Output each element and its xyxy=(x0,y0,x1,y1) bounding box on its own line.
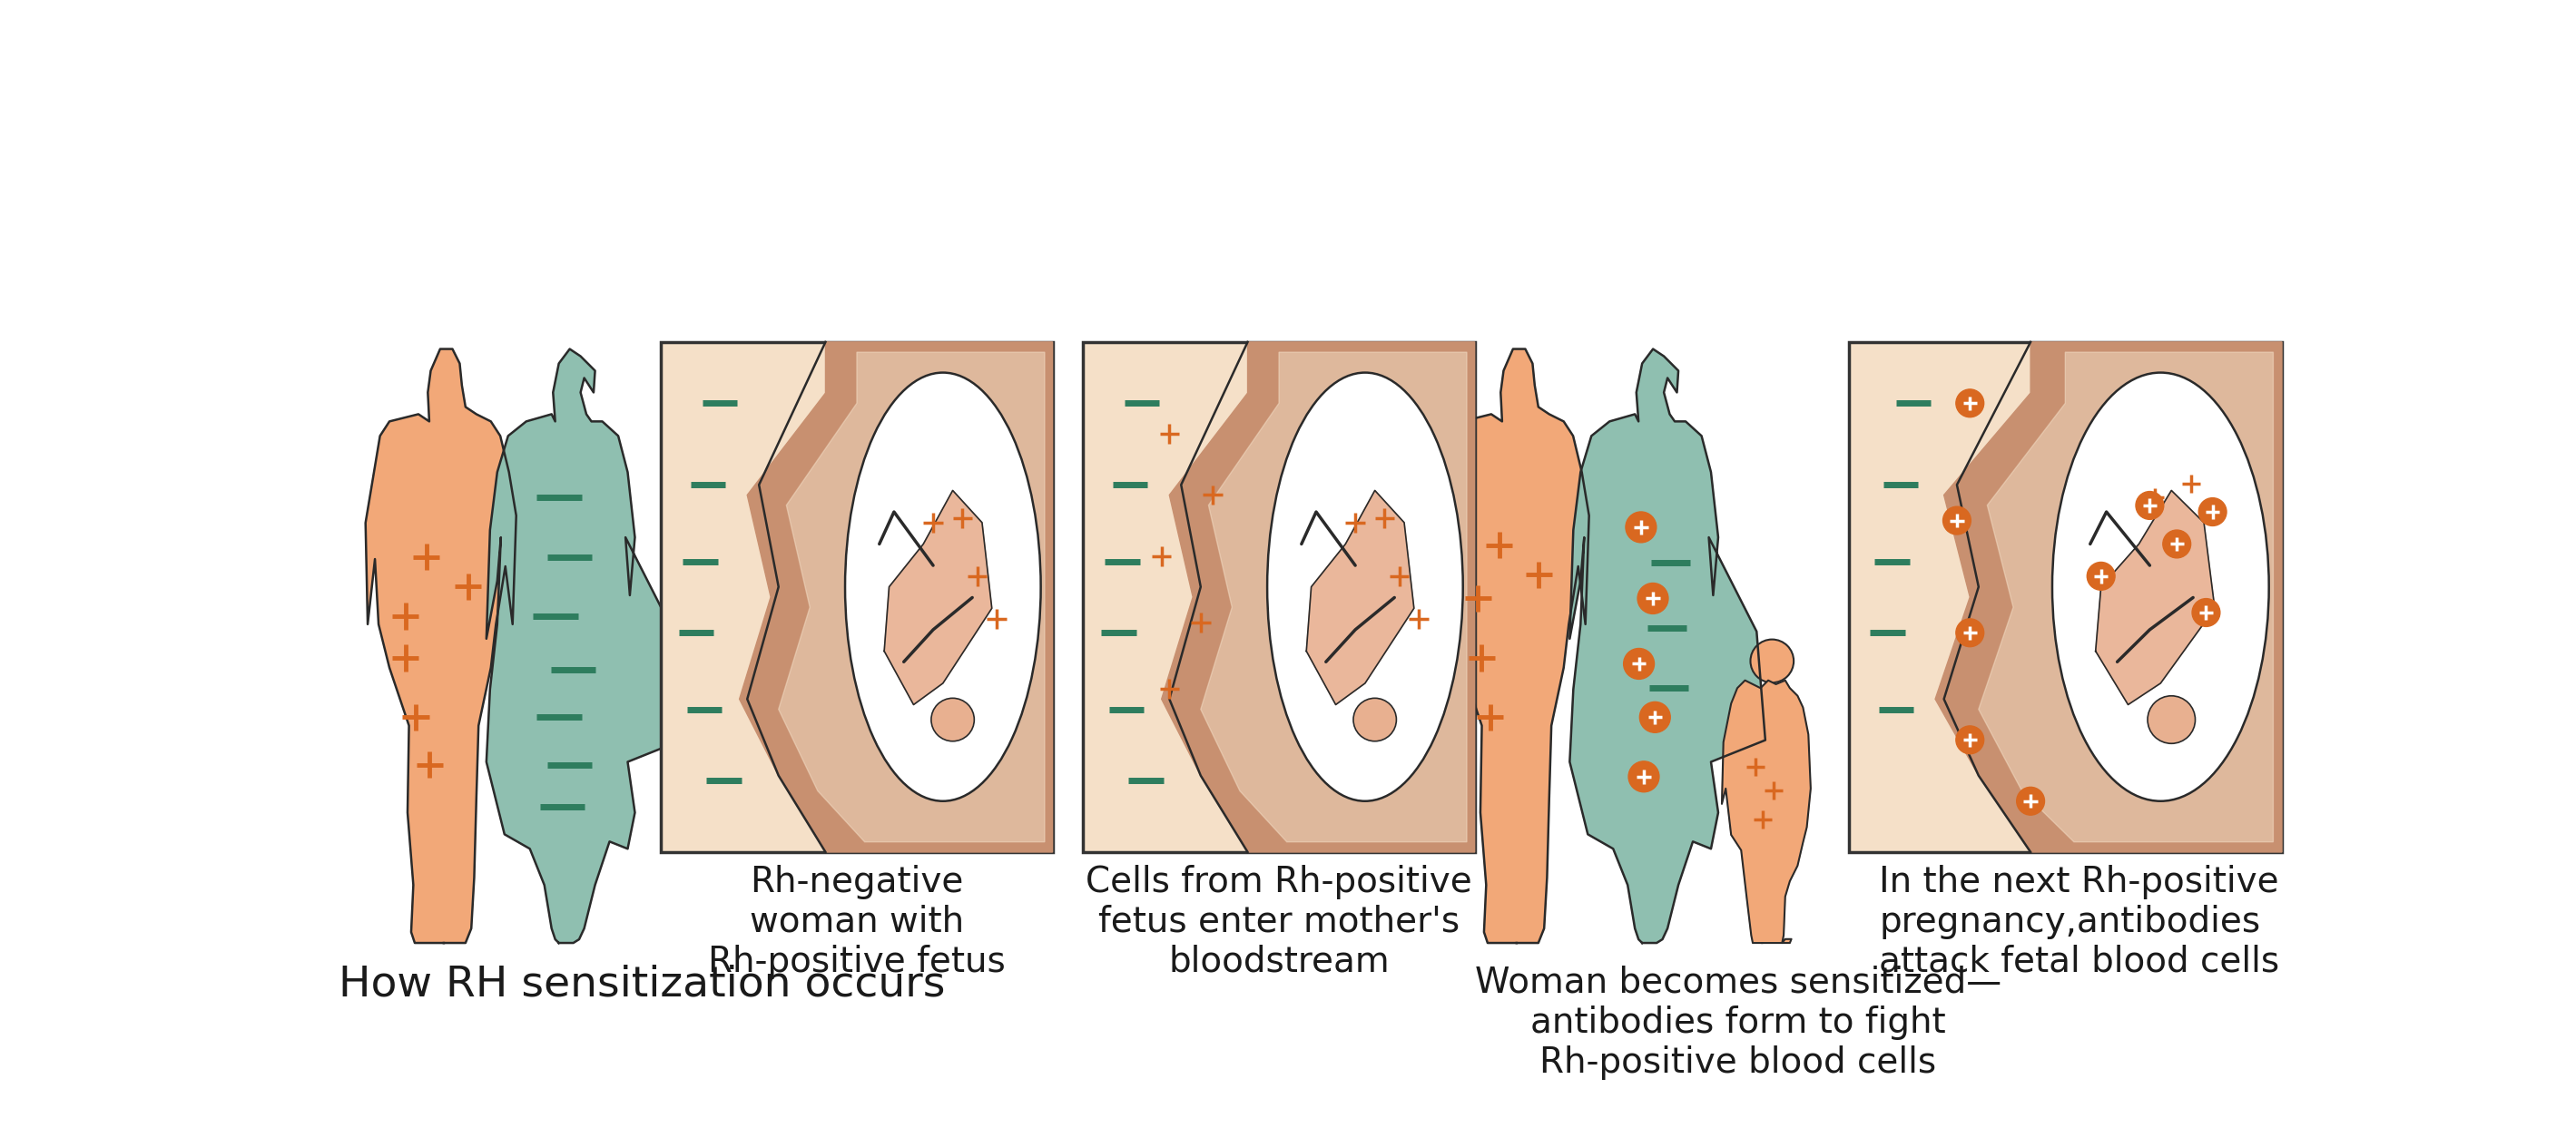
Circle shape xyxy=(1942,506,1971,535)
Circle shape xyxy=(1638,583,1669,613)
Circle shape xyxy=(1352,698,1396,741)
Circle shape xyxy=(2164,530,2190,558)
Polygon shape xyxy=(1306,490,1414,704)
Circle shape xyxy=(1955,726,1984,753)
Circle shape xyxy=(1638,702,1669,733)
Circle shape xyxy=(2136,492,2164,519)
Circle shape xyxy=(1752,640,1793,683)
Text: In the next Rh-positive
pregnancy,antibodies
attack fetal blood cells: In the next Rh-positive pregnancy,antibo… xyxy=(1878,865,2280,979)
Ellipse shape xyxy=(2053,372,2269,801)
FancyBboxPatch shape xyxy=(1850,343,2282,852)
Circle shape xyxy=(2148,695,2195,743)
Circle shape xyxy=(1623,649,1654,679)
Ellipse shape xyxy=(845,372,1041,801)
Circle shape xyxy=(1625,512,1656,543)
Polygon shape xyxy=(884,490,992,704)
Circle shape xyxy=(2087,562,2115,591)
Polygon shape xyxy=(1200,352,1466,842)
Text: How RH sensitization occurs: How RH sensitization occurs xyxy=(340,964,945,1005)
Polygon shape xyxy=(1935,343,2282,852)
Polygon shape xyxy=(1162,343,1473,852)
Circle shape xyxy=(930,698,974,741)
Circle shape xyxy=(1955,389,1984,418)
Polygon shape xyxy=(1437,349,1589,943)
FancyBboxPatch shape xyxy=(1084,343,1473,852)
Text: Rh-negative
woman with
Rh-positive fetus: Rh-negative woman with Rh-positive fetus xyxy=(708,865,1005,979)
FancyBboxPatch shape xyxy=(662,343,1054,852)
Polygon shape xyxy=(2097,490,2215,704)
Circle shape xyxy=(2197,498,2226,526)
Ellipse shape xyxy=(1267,372,1463,801)
Polygon shape xyxy=(1978,352,2272,842)
Circle shape xyxy=(2017,787,2045,815)
Circle shape xyxy=(1955,619,1984,646)
Circle shape xyxy=(1628,761,1659,792)
Text: Woman becomes sensitized—
antibodies form to fight
Rh-positive blood cells: Woman becomes sensitized— antibodies for… xyxy=(1473,965,2002,1080)
Polygon shape xyxy=(739,343,1054,852)
Circle shape xyxy=(2192,599,2221,627)
Polygon shape xyxy=(487,349,683,943)
Text: Cells from Rh-positive
fetus enter mother's
bloodstream: Cells from Rh-positive fetus enter mothe… xyxy=(1084,865,1473,979)
Polygon shape xyxy=(1721,681,1811,943)
Polygon shape xyxy=(1569,349,1765,943)
Polygon shape xyxy=(778,352,1046,842)
Polygon shape xyxy=(366,349,515,943)
